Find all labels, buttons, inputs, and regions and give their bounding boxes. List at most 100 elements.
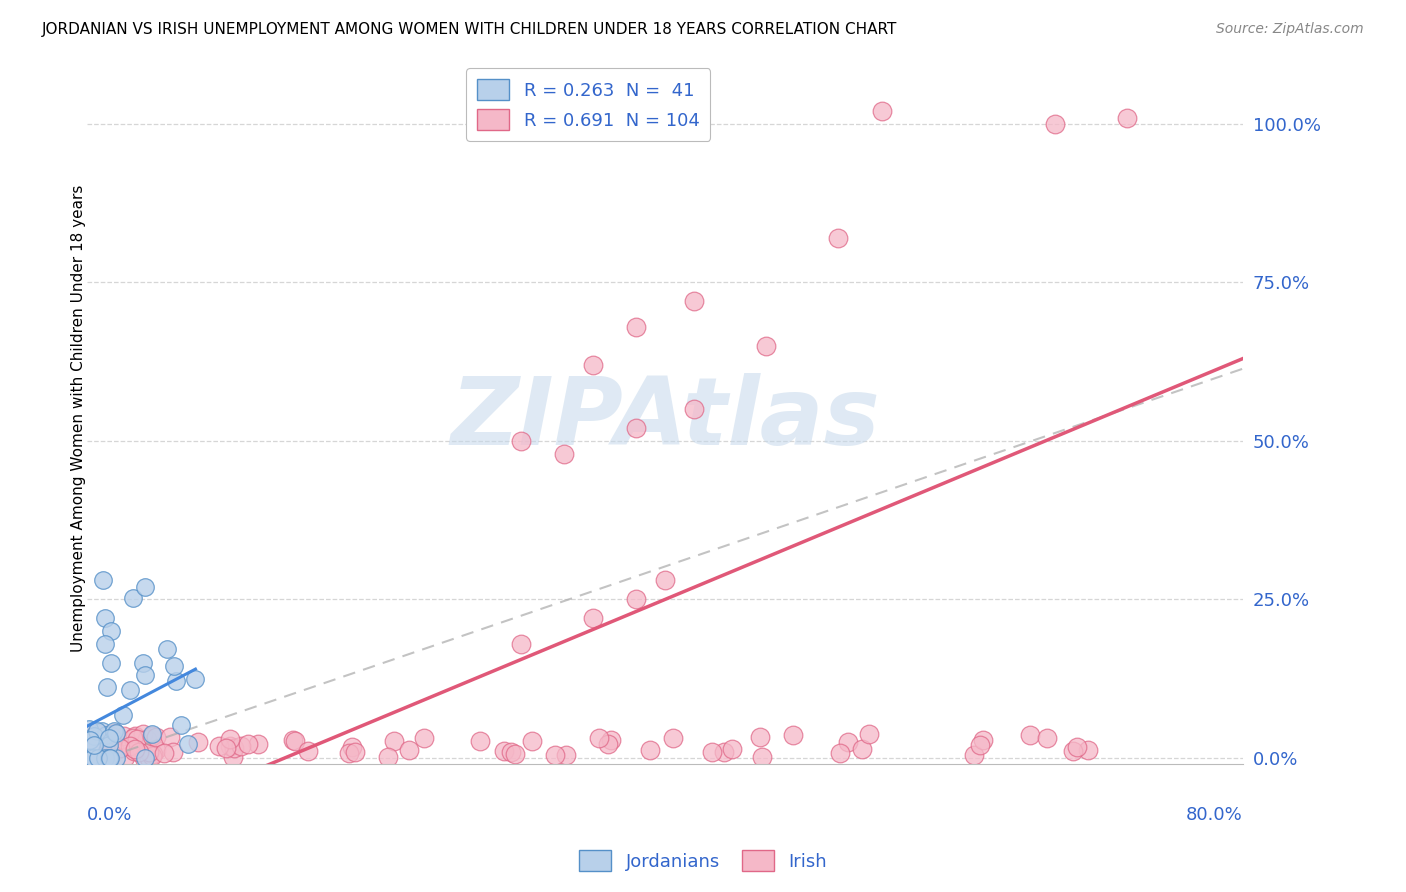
Point <box>828 746 851 760</box>
Text: 0.0%: 0.0% <box>87 805 132 823</box>
Point <box>114 750 136 764</box>
Point <box>499 745 522 759</box>
Point <box>582 358 605 372</box>
Point <box>84 725 107 739</box>
Point <box>80 733 103 747</box>
Point <box>219 739 242 754</box>
Point <box>83 751 105 765</box>
Point <box>79 739 101 754</box>
Point <box>654 574 676 588</box>
Point <box>1116 111 1139 125</box>
Point <box>87 751 110 765</box>
Point <box>80 737 103 751</box>
Point <box>128 745 150 759</box>
Point <box>509 434 531 448</box>
Point <box>683 294 706 309</box>
Point <box>83 729 105 743</box>
Point <box>553 447 575 461</box>
Point <box>297 744 319 758</box>
Point <box>91 574 114 588</box>
Point <box>124 744 146 758</box>
Point <box>141 730 163 744</box>
Point <box>97 731 120 745</box>
Point <box>91 739 114 753</box>
Point <box>132 751 155 765</box>
Point <box>596 737 619 751</box>
Point <box>837 735 859 749</box>
Point <box>142 747 165 761</box>
Point <box>163 658 186 673</box>
Point <box>600 732 623 747</box>
Point <box>87 747 110 761</box>
Point <box>238 737 260 751</box>
Point <box>858 727 880 741</box>
Point <box>972 732 994 747</box>
Point <box>503 747 526 761</box>
Point <box>283 732 305 747</box>
Point <box>141 727 163 741</box>
Point <box>111 708 134 723</box>
Point <box>124 729 146 743</box>
Point <box>782 728 804 742</box>
Point <box>134 580 156 594</box>
Point <box>120 683 142 698</box>
Point <box>104 726 127 740</box>
Point <box>713 745 735 759</box>
Point <box>94 751 117 765</box>
Text: 80.0%: 80.0% <box>1187 805 1243 823</box>
Point <box>582 611 605 625</box>
Point <box>98 751 121 765</box>
Y-axis label: Unemployment Among Women with Children Under 18 years: Unemployment Among Women with Children U… <box>72 185 86 652</box>
Point <box>100 656 122 670</box>
Point <box>159 730 181 744</box>
Point <box>662 731 685 746</box>
Point <box>340 740 363 755</box>
Point <box>132 727 155 741</box>
Point <box>184 673 207 687</box>
Point <box>100 729 122 743</box>
Point <box>100 624 122 639</box>
Point <box>222 741 245 756</box>
Point <box>700 745 723 759</box>
Text: Source: ZipAtlas.com: Source: ZipAtlas.com <box>1216 22 1364 37</box>
Point <box>215 741 238 756</box>
Point <box>128 744 150 758</box>
Point <box>218 732 240 747</box>
Point <box>145 730 167 744</box>
Point <box>412 731 434 746</box>
Point <box>377 750 399 764</box>
Point <box>1077 742 1099 756</box>
Point <box>170 717 193 731</box>
Point <box>96 728 118 742</box>
Point <box>83 738 105 752</box>
Point <box>1062 744 1084 758</box>
Point <box>94 611 117 625</box>
Point <box>344 745 367 759</box>
Point <box>138 750 160 764</box>
Point <box>683 402 706 417</box>
Point <box>851 741 873 756</box>
Point <box>1066 740 1088 755</box>
Point <box>186 735 208 749</box>
Point <box>86 723 108 738</box>
Point <box>638 743 661 757</box>
Point <box>827 231 849 245</box>
Point <box>337 746 360 760</box>
Point <box>83 731 105 745</box>
Point <box>1019 728 1042 742</box>
Point <box>755 339 778 353</box>
Point <box>94 728 117 742</box>
Point <box>555 747 578 762</box>
Point <box>77 751 100 765</box>
Point <box>208 739 231 754</box>
Point <box>104 751 127 765</box>
Point <box>145 743 167 757</box>
Point <box>141 749 163 764</box>
Point <box>93 732 115 747</box>
Point <box>79 733 101 747</box>
Point <box>77 722 100 736</box>
Point <box>101 747 124 761</box>
Point <box>624 319 647 334</box>
Point <box>382 734 405 748</box>
Point <box>79 751 101 765</box>
